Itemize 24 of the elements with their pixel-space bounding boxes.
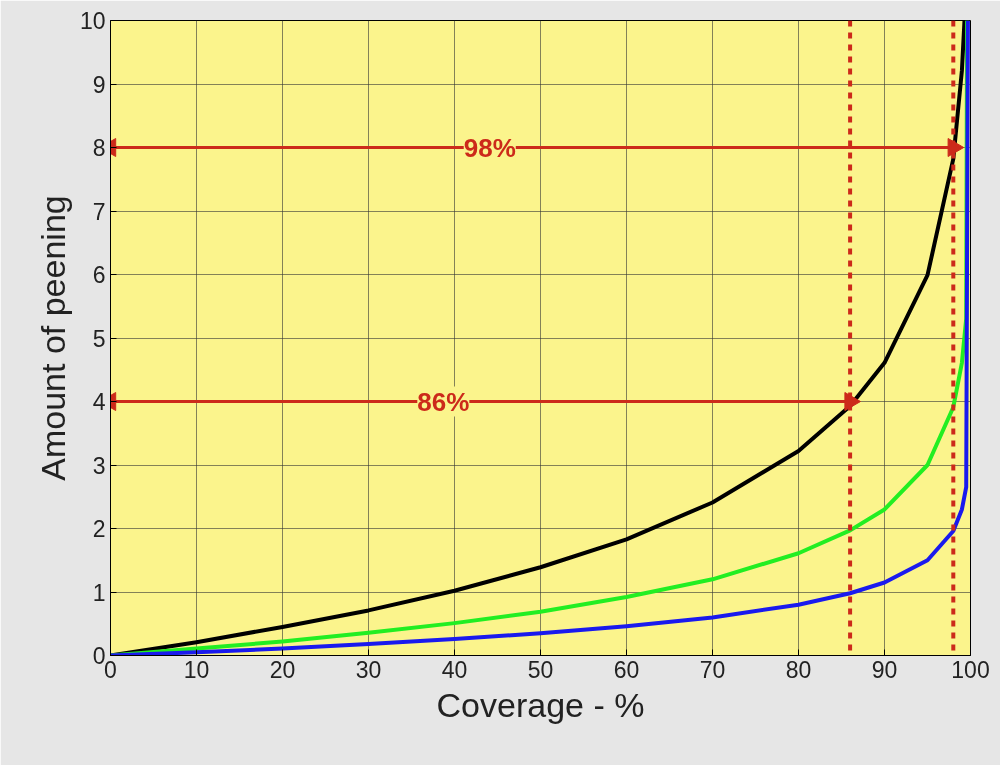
x-tick-label: 80 [785, 656, 812, 683]
x-tick-label: 60 [613, 656, 640, 683]
y-tick-label: 5 [92, 325, 106, 352]
x-tick-label: 100 [951, 656, 990, 683]
x-tick-label: 50 [527, 656, 554, 683]
y-tick-label: 7 [92, 198, 106, 225]
x-tick-label: 30 [355, 656, 382, 683]
y-tick-label: 2 [92, 516, 106, 542]
annotation: 98% [463, 132, 516, 163]
x-tick-label: 20 [269, 656, 296, 683]
x-tick-label: 40 [441, 656, 468, 683]
y-tick-label: 6 [92, 262, 106, 288]
x-tick-label: 10 [183, 656, 210, 683]
y-tick-label: 8 [92, 135, 106, 161]
annotation: 86% [417, 386, 470, 417]
x-tick-label: 90 [871, 656, 898, 683]
y-tick-label: 3 [92, 452, 106, 479]
y-tick-label: 10 [79, 8, 106, 34]
y-tick-label: 1 [92, 579, 106, 606]
x-tick-label: 70 [699, 656, 726, 683]
y-tick-label: 9 [92, 71, 106, 98]
x-axis-title: Coverage - % [436, 685, 645, 724]
y-tick-label: 4 [92, 389, 106, 415]
y-axis-title: Amount of peening [33, 195, 72, 481]
